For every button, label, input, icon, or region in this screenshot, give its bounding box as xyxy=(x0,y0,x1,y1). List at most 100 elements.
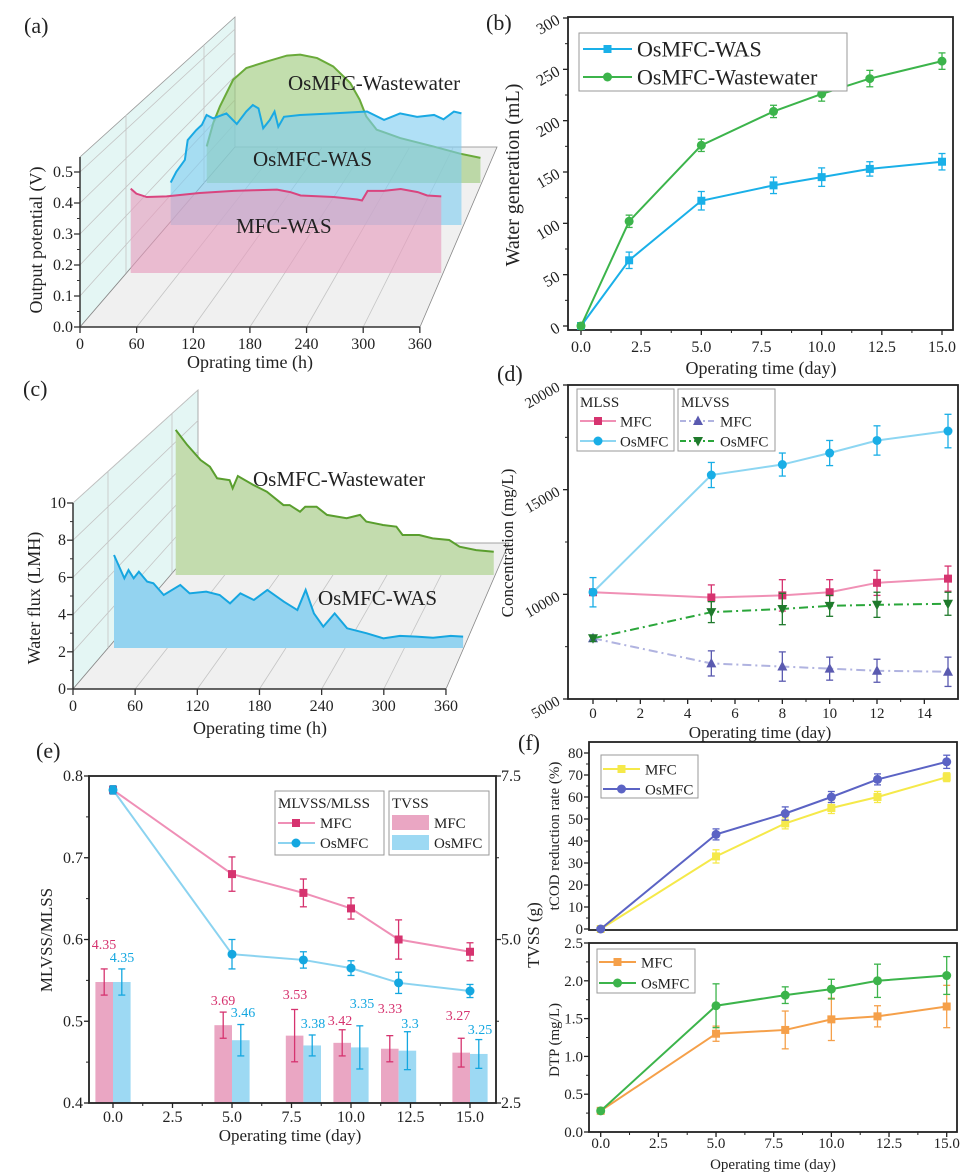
data-point-triangle-up xyxy=(706,657,717,668)
x-tick-label: 12.5 xyxy=(397,1109,425,1126)
y-right-tick-label: 5.0 xyxy=(501,932,521,949)
legend-title: MLVSS xyxy=(681,395,730,411)
y-right-tick-label: 7.5 xyxy=(501,768,521,785)
legend-marker xyxy=(593,436,603,446)
bar-value-label: 3.3 xyxy=(401,1017,419,1032)
bar-mfc xyxy=(95,982,113,1103)
x-axis-title: Operating time (day) xyxy=(686,358,837,379)
x-tick-label: 12.5 xyxy=(876,1136,902,1152)
bar-value-label: 3.46 xyxy=(231,1006,256,1021)
y-tick-label: 60 xyxy=(568,790,583,806)
data-point-circle xyxy=(596,1106,606,1116)
panel-label: (b) xyxy=(486,10,512,35)
data-point-square xyxy=(942,773,951,782)
legend-marker xyxy=(292,819,300,827)
legend-label: MFC xyxy=(620,414,652,430)
x-tick-label: 240 xyxy=(295,336,319,353)
bar-osmfc xyxy=(303,1045,321,1103)
x-tick-label: 180 xyxy=(247,698,271,715)
legend-swatch xyxy=(392,835,429,850)
x-tick-label: 120 xyxy=(181,336,205,353)
legend-label: OsMFC xyxy=(320,836,368,852)
x-tick-label: 10.0 xyxy=(818,1136,844,1152)
legend-label: OsMFC xyxy=(720,434,768,450)
y-tick-label: 0.4 xyxy=(63,1095,83,1112)
bar-value-label: 3.35 xyxy=(350,997,375,1012)
data-point-square xyxy=(228,870,236,879)
legend-swatch xyxy=(392,815,429,830)
x-axis-title: Operating time (day) xyxy=(219,1126,362,1145)
y-tick-label: 50 xyxy=(568,812,583,828)
legend-marker xyxy=(693,437,703,447)
y-tick-label: 0.5 xyxy=(564,1087,583,1103)
data-point-square xyxy=(944,574,952,583)
data-point-circle xyxy=(780,990,790,1000)
panel-label: (d) xyxy=(497,361,523,386)
legend-box xyxy=(600,754,699,799)
series-line-1 xyxy=(600,974,947,1112)
data-point-square xyxy=(827,804,836,812)
data-point-circle xyxy=(465,986,475,996)
y-axis-title: Output potential (V) xyxy=(26,167,47,314)
legend-label: MFC xyxy=(434,816,466,832)
data-point-square xyxy=(769,181,778,190)
data-point-triangle-down xyxy=(588,634,598,644)
legend-title: MLVSS/MLSS xyxy=(278,796,370,812)
legend-box xyxy=(596,948,696,994)
x-tick-label: 5.0 xyxy=(707,1136,726,1152)
y-axis-title: Water flux (LMH) xyxy=(24,532,45,665)
wall-grid-line xyxy=(72,389,199,504)
y-tick-label: 10 xyxy=(568,900,583,916)
data-point-circle xyxy=(937,56,947,66)
legend-marker xyxy=(617,784,626,794)
x-tick-label: 12.5 xyxy=(868,339,896,356)
series-line-1 xyxy=(169,103,462,183)
x-tick-label: 240 xyxy=(310,698,334,715)
y-tick-label: 0.0 xyxy=(564,1125,583,1141)
series-line-0 xyxy=(600,776,947,930)
x-tick-label: 8 xyxy=(779,706,787,722)
data-point-square xyxy=(827,1015,836,1024)
data-point-square xyxy=(712,852,721,861)
x-axis-title: Operating time (h) xyxy=(193,718,327,739)
data-point-square xyxy=(873,578,881,587)
data-point-triangle-up xyxy=(777,661,788,671)
x-tick-label: 0.0 xyxy=(103,1109,123,1126)
x-tick-label: 360 xyxy=(408,336,432,353)
data-point-triangle-down xyxy=(824,601,835,612)
bar-mfc xyxy=(333,1042,351,1103)
data-point-square xyxy=(625,256,634,265)
bar-osmfc xyxy=(470,1053,488,1103)
y-tick-label: 0.5 xyxy=(53,164,73,181)
x-tick-label: 7.5 xyxy=(752,339,772,356)
y-tick-label: 70 xyxy=(568,768,583,784)
legend-label: MFC xyxy=(645,762,677,778)
data-point-triangle-up xyxy=(824,663,835,673)
y-axis-title: tCOD reduction rate (%) xyxy=(547,762,563,911)
bar-value-label: 3.42 xyxy=(328,1014,353,1029)
data-point-circle xyxy=(826,792,836,802)
series-label: OsMFC-Wastewater xyxy=(288,71,460,95)
series-line-1 xyxy=(174,429,494,553)
y-tick-label: 0.5 xyxy=(63,1013,83,1030)
panel-label: (e) xyxy=(36,738,60,763)
series-line-0 xyxy=(130,187,442,202)
data-point-circle xyxy=(346,963,356,973)
series-line-0 xyxy=(600,1005,947,1112)
legend-label: OsMFC-Wastewater xyxy=(637,65,818,90)
data-point-square xyxy=(873,1012,882,1021)
wall-grid-line xyxy=(79,75,236,235)
series-label: MFC-WAS xyxy=(236,214,332,238)
series-line-3 xyxy=(592,602,949,640)
y-tick-label: 10 xyxy=(50,495,66,512)
data-point-circle xyxy=(780,809,790,818)
y-tick-label: 4 xyxy=(58,607,66,624)
bar-value-label: 3.25 xyxy=(468,1023,493,1038)
bar-osmfc xyxy=(232,1040,250,1103)
bar-value-label: 3.53 xyxy=(283,988,308,1003)
y-axis-title: Water generation (mL) xyxy=(502,84,524,267)
y-tick-label: 0.4 xyxy=(53,195,73,212)
bar-mfc xyxy=(214,1025,232,1103)
plot-frame xyxy=(588,741,958,931)
plot-frame xyxy=(567,16,954,331)
